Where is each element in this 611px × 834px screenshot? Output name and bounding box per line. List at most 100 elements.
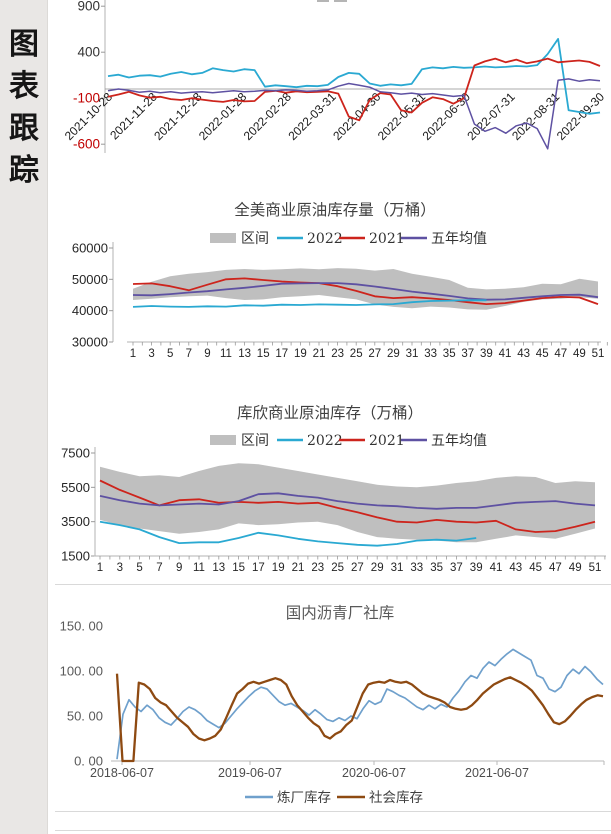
- x-tick-label: 19: [272, 562, 285, 574]
- chart-title: 国内沥青厂社库: [286, 604, 395, 622]
- series-2021: [132, 277, 599, 305]
- x-tick-label: 21: [292, 562, 305, 574]
- x-tick-label: 13: [212, 562, 225, 574]
- y-tick-label: 900: [77, 0, 100, 14]
- series-series-purple: [107, 78, 601, 150]
- y-tick-label: -600: [73, 137, 100, 152]
- series-2021: [99, 479, 596, 533]
- x-tick-label: 5: [136, 562, 142, 574]
- range-band: [133, 268, 598, 310]
- legend-band-swatch: [210, 435, 236, 445]
- section-divider: [55, 584, 611, 585]
- x-tick-label: 49: [569, 562, 582, 574]
- x-tick-label: 33: [424, 348, 437, 360]
- y-tick-label: 0. 00: [74, 754, 103, 769]
- section-divider: [55, 830, 611, 831]
- section-divider: [55, 811, 611, 812]
- y-tick-label: 150. 00: [60, 619, 103, 634]
- y-tick-label: 40000: [72, 303, 108, 318]
- x-tick-label: 29: [371, 562, 384, 574]
- series-五年均值: [99, 492, 596, 510]
- x-tick-label: 51: [589, 562, 602, 574]
- cushing-inventory-chart-svg: 库欣商业原油库存（万桶） 区间 2022 2021 五年均值 7500 5500 3…: [61, 404, 606, 574]
- x-tick-label: 23: [311, 562, 324, 574]
- legend-label-5yr: 五年均值: [431, 433, 487, 449]
- x-tick-label: 47: [549, 562, 562, 574]
- x-tick-label: 51: [592, 348, 605, 360]
- legend-band-swatch: [210, 233, 236, 243]
- x-tick-label: 33: [410, 562, 423, 574]
- x-tick-label: 2019-06-07: [218, 766, 282, 780]
- x-tick-label: 45: [536, 348, 549, 360]
- x-tick-label: 23: [331, 348, 344, 360]
- x-tick-label: 41: [490, 562, 503, 574]
- series-series-cyan: [107, 38, 601, 115]
- x-tick-label: 2021-06-07: [465, 766, 529, 780]
- series-社会库存: [115, 673, 604, 763]
- x-tick-label: 17: [275, 348, 288, 360]
- x-tick-label: 17: [252, 562, 265, 574]
- chart-legend: 区间 2022 2021 五年均值: [210, 231, 487, 247]
- x-tick-label: 11: [193, 562, 205, 574]
- x-tick-label: 43: [509, 562, 522, 574]
- y-tick-label: 7500: [61, 446, 90, 461]
- x-tick-label: 2020-06-07: [342, 766, 406, 780]
- legend-label-band: 区间: [241, 231, 269, 247]
- legend-label-2022: 2022: [307, 433, 343, 449]
- legend-label-social: 社会库存: [369, 790, 423, 806]
- legend-label-2021: 2021: [369, 231, 405, 247]
- x-tick-label: 1: [97, 562, 103, 574]
- x-tick-label: 27: [351, 562, 364, 574]
- chart-legend: 炼厂库存 社会库存: [245, 790, 423, 806]
- x-tick-label: 39: [470, 562, 483, 574]
- x-tick-label: 29: [387, 348, 400, 360]
- x-tick-label: 11: [220, 348, 232, 360]
- chart-title: 库欣商业原油库存（万桶）: [237, 404, 423, 422]
- y-tick-label: 50. 00: [67, 709, 103, 724]
- x-tick-label: 21: [313, 348, 326, 360]
- x-tick-label: 5: [167, 348, 173, 360]
- x-tick-label: 7: [186, 348, 192, 360]
- legend-label-5yr: 五年均值: [431, 231, 487, 247]
- x-tick-label: 25: [331, 562, 344, 574]
- x-tick-label: 25: [350, 348, 363, 360]
- spread-chart-svg: 900400-100-6002021-10-282021-11-282021-1…: [62, 0, 608, 153]
- x-tick-label: 1: [130, 348, 136, 360]
- x-tick-label: 2018-06-07: [90, 766, 154, 780]
- asphalt-inventory-chart-svg: 国内沥青厂社库 炼厂库存 社会库存 150. 00 100. 00 50. 00 0.…: [60, 604, 605, 806]
- series-2022: [132, 299, 487, 308]
- legend-label-refinery: 炼厂库存: [277, 790, 331, 806]
- x-tick-label: 9: [204, 348, 210, 360]
- chart-title: 全美商业原油库存量（万桶）: [234, 201, 436, 219]
- x-tick-label: 2022-09-30: [554, 89, 608, 143]
- y-tick-label: 3500: [61, 514, 90, 529]
- x-tick-label: 37: [450, 562, 463, 574]
- series-series-red: [107, 57, 601, 122]
- y-tick-label: -100: [73, 91, 100, 106]
- y-tick-label: 100. 00: [60, 664, 103, 679]
- x-tick-label: 7: [156, 562, 162, 574]
- x-tick-label: 39: [480, 348, 493, 360]
- series-五年均值: [132, 282, 599, 301]
- x-tick-label: 31: [406, 348, 419, 360]
- legend-label-2021: 2021: [369, 433, 405, 449]
- series-2022: [99, 520, 477, 547]
- x-tick-label: 3: [148, 348, 154, 360]
- left-sidebar: 图 表 跟 踪: [0, 0, 48, 834]
- x-tick-label: 37: [461, 348, 474, 360]
- x-tick-label: 35: [443, 348, 456, 360]
- cut-off-legend-remnant: [334, 0, 347, 2]
- y-tick-label: 60000: [72, 241, 108, 256]
- x-tick-label: 19: [294, 348, 307, 360]
- legend-label-band: 区间: [241, 433, 269, 449]
- y-tick-label: 5500: [61, 480, 90, 495]
- series-炼厂库存: [116, 648, 604, 760]
- y-tick-label: 400: [77, 45, 100, 60]
- x-tick-label: 43: [517, 348, 530, 360]
- x-tick-label: 15: [257, 348, 270, 360]
- us-crude-inventory-chart-svg: 全美商业原油库存量（万桶） 区间 2022 2021 五年均值 60000 500…: [72, 201, 608, 360]
- chart-legend: 区间 2022 2021 五年均值: [210, 433, 487, 449]
- x-tick-label: 35: [430, 562, 443, 574]
- x-tick-label: 13: [238, 348, 251, 360]
- x-tick-label: 47: [554, 348, 567, 360]
